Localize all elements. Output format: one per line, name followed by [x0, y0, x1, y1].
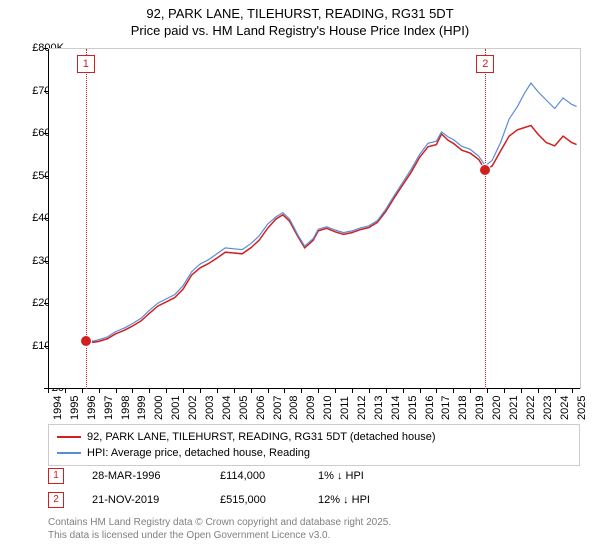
- legend-label-hpi: HPI: Average price, detached house, Read…: [87, 445, 310, 461]
- footer-attribution: Contains HM Land Registry data © Crown c…: [48, 516, 580, 542]
- x-axis-label: 2016: [424, 396, 436, 420]
- legend-label-property: 92, PARK LANE, TILEHURST, READING, RG31 …: [87, 429, 435, 445]
- chart-title-address: 92, PARK LANE, TILEHURST, READING, RG31 …: [0, 6, 600, 21]
- footer-line1: Contains HM Land Registry data © Crown c…: [48, 516, 580, 529]
- event-badge: 2: [48, 492, 64, 508]
- chart-subtitle: Price paid vs. HM Land Registry's House …: [0, 23, 600, 38]
- legend: 92, PARK LANE, TILEHURST, READING, RG31 …: [48, 424, 580, 466]
- chart-svg: [48, 49, 580, 389]
- event-pct: 1% ↓ HPI: [318, 470, 398, 482]
- x-axis-label: 2021: [508, 396, 520, 420]
- legend-swatch-hpi: [57, 452, 81, 454]
- x-axis-label: 1999: [136, 396, 148, 420]
- x-axis-label: 2012: [356, 396, 368, 420]
- event-badge: 1: [48, 468, 64, 484]
- x-axis-label: 2001: [170, 396, 182, 420]
- x-axis-label: 2009: [305, 396, 317, 420]
- event-marker: 1: [77, 55, 95, 73]
- event-row: 1 28-MAR-1996 £114,000 1% ↓ HPI: [48, 468, 580, 484]
- x-axis-label: 2020: [491, 396, 503, 420]
- x-axis-label: 2014: [390, 396, 402, 420]
- chart-container: 92, PARK LANE, TILEHURST, READING, RG31 …: [0, 0, 600, 560]
- x-axis-label: 2010: [322, 396, 334, 420]
- series-hpi: [86, 83, 577, 341]
- event-date: 21-NOV-2019: [92, 494, 192, 506]
- event-marker: 2: [476, 55, 494, 73]
- series-property: [86, 126, 577, 343]
- footer-line2: This data is licensed under the Open Gov…: [48, 529, 580, 542]
- legend-row: 92, PARK LANE, TILEHURST, READING, RG31 …: [57, 429, 571, 445]
- event-row: 2 21-NOV-2019 £515,000 12% ↓ HPI: [48, 492, 580, 508]
- x-axis-label: 1994: [52, 396, 64, 420]
- event-dot: [80, 335, 92, 347]
- x-axis-label: 2015: [407, 396, 419, 420]
- chart-title-block: 92, PARK LANE, TILEHURST, READING, RG31 …: [0, 0, 600, 38]
- x-axis-label: 1995: [69, 396, 81, 420]
- events-table: 1 28-MAR-1996 £114,000 1% ↓ HPI 2 21-NOV…: [48, 468, 580, 516]
- x-axis-label: 2006: [255, 396, 267, 420]
- x-axis-label: 2000: [153, 396, 165, 420]
- legend-swatch-property: [57, 436, 81, 438]
- x-axis-label: 2018: [457, 396, 469, 420]
- x-axis-label: 2005: [238, 396, 250, 420]
- x-axis-label: 1996: [86, 396, 98, 420]
- event-date: 28-MAR-1996: [92, 470, 192, 482]
- event-price: £515,000: [220, 494, 290, 506]
- x-axis-label: 2002: [187, 396, 199, 420]
- x-axis-label: 2022: [525, 396, 537, 420]
- x-axis-label: 1997: [103, 396, 115, 420]
- event-dot: [479, 164, 491, 176]
- x-axis-label: 2025: [576, 396, 588, 420]
- event-price: £114,000: [220, 470, 290, 482]
- legend-row: HPI: Average price, detached house, Read…: [57, 445, 571, 461]
- x-axis-label: 2019: [474, 396, 486, 420]
- x-axis-label: 2017: [440, 396, 452, 420]
- x-axis-label: 1998: [120, 396, 132, 420]
- x-axis-label: 2004: [221, 396, 233, 420]
- x-axis-label: 2024: [559, 396, 571, 420]
- event-pct: 12% ↓ HPI: [318, 494, 398, 506]
- x-axis-label: 2007: [272, 396, 284, 420]
- chart-plot-area: 12: [48, 48, 581, 389]
- x-axis-label: 2013: [373, 396, 385, 420]
- x-axis-label: 2023: [542, 396, 554, 420]
- x-axis-label: 2008: [288, 396, 300, 420]
- x-axis-label: 2011: [339, 396, 351, 420]
- x-axis-label: 2003: [204, 396, 216, 420]
- event-guideline: [485, 49, 486, 389]
